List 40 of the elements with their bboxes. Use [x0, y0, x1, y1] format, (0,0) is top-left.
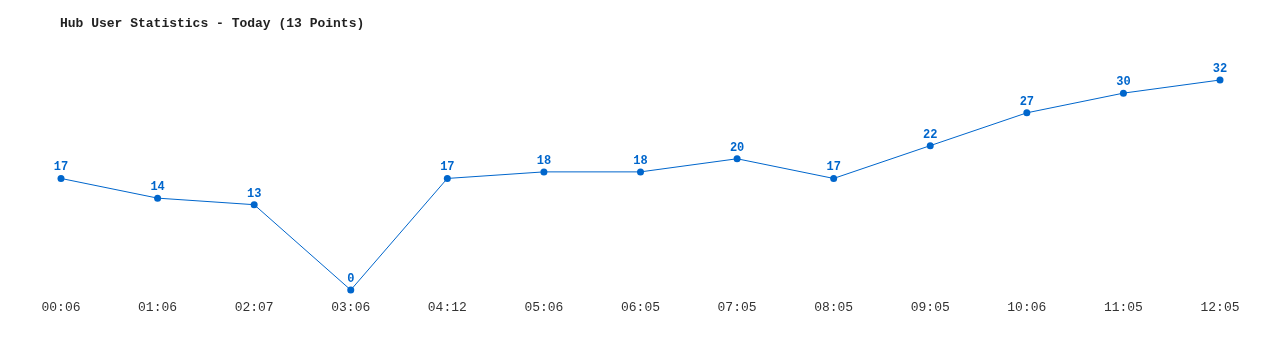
data-label: 17	[53, 160, 69, 175]
data-label: 13	[246, 186, 262, 201]
x-tick-label: 11:05	[1103, 300, 1143, 316]
x-tick-label: 05:06	[524, 300, 564, 316]
data-label: 27	[1019, 94, 1035, 109]
data-label: 18	[633, 153, 648, 168]
x-tick-label: 10:06	[1007, 300, 1047, 316]
x-tick-label: 07:05	[717, 300, 757, 316]
point	[1023, 109, 1031, 117]
x-tick-label: 08:05	[814, 300, 854, 316]
data-label: 14	[150, 180, 165, 195]
point	[637, 168, 644, 176]
data-label: 30	[1116, 75, 1131, 90]
data-label: 0	[347, 272, 355, 286]
point	[154, 194, 162, 202]
point	[57, 174, 65, 182]
x-tick-label: 04:12	[427, 300, 467, 316]
x-tick-label: 09:05	[910, 300, 950, 316]
data-label: 22	[923, 127, 938, 142]
data-label: 17	[440, 160, 455, 175]
x-tick-label: 03:06	[331, 300, 371, 316]
x-tick-label: 06:05	[620, 300, 661, 316]
data-label: 18	[536, 153, 552, 168]
point	[830, 174, 838, 182]
data-label: 17	[826, 160, 841, 175]
x-tick-label: 12:05	[1200, 300, 1240, 316]
point	[1119, 89, 1127, 97]
point	[1216, 76, 1224, 84]
x-tick-label: 00:06	[41, 300, 81, 316]
x-tick-label: 02:07	[234, 300, 274, 316]
point	[926, 142, 934, 150]
point	[443, 174, 451, 182]
point	[250, 201, 258, 209]
point	[733, 155, 741, 163]
data-label: 20	[729, 140, 745, 155]
x-tick-label: 01:06	[138, 300, 178, 316]
chart-title: Hub User Statistics - Today (13 Points)	[60, 16, 365, 31]
point	[540, 168, 548, 176]
data-label: 32	[1212, 62, 1228, 76]
point	[347, 286, 355, 294]
